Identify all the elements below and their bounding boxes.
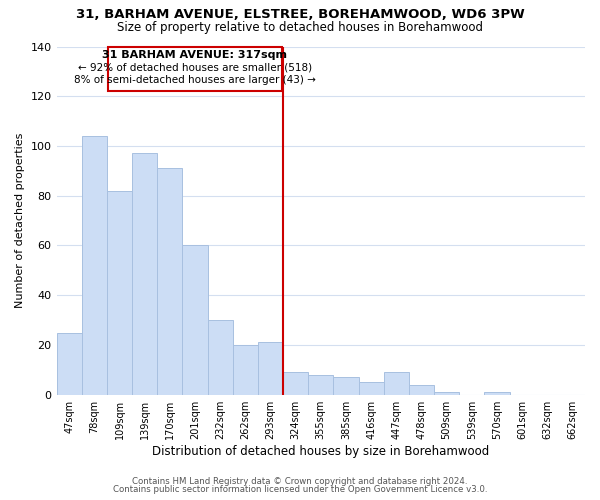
Text: 8% of semi-detached houses are larger (43) →: 8% of semi-detached houses are larger (4… <box>74 75 316 85</box>
Text: Contains HM Land Registry data © Crown copyright and database right 2024.: Contains HM Land Registry data © Crown c… <box>132 477 468 486</box>
Bar <box>283 372 308 394</box>
Bar <box>434 392 459 394</box>
Bar <box>258 342 283 394</box>
Bar <box>132 154 157 394</box>
Bar <box>182 246 208 394</box>
Bar <box>56 332 82 394</box>
Text: Contains public sector information licensed under the Open Government Licence v3: Contains public sector information licen… <box>113 485 487 494</box>
Y-axis label: Number of detached properties: Number of detached properties <box>15 133 25 308</box>
Bar <box>157 168 182 394</box>
FancyBboxPatch shape <box>108 46 282 92</box>
Text: ← 92% of detached houses are smaller (518): ← 92% of detached houses are smaller (51… <box>78 62 312 72</box>
Bar <box>82 136 107 394</box>
Bar <box>359 382 383 394</box>
Bar <box>308 375 334 394</box>
Bar <box>383 372 409 394</box>
Bar <box>107 191 132 394</box>
Bar <box>233 345 258 395</box>
Text: 31 BARHAM AVENUE: 317sqm: 31 BARHAM AVENUE: 317sqm <box>103 50 287 60</box>
Bar <box>208 320 233 394</box>
X-axis label: Distribution of detached houses by size in Borehamwood: Distribution of detached houses by size … <box>152 444 490 458</box>
Bar <box>409 385 434 394</box>
Bar <box>334 378 359 394</box>
Text: Size of property relative to detached houses in Borehamwood: Size of property relative to detached ho… <box>117 21 483 34</box>
Bar <box>484 392 509 394</box>
Text: 31, BARHAM AVENUE, ELSTREE, BOREHAMWOOD, WD6 3PW: 31, BARHAM AVENUE, ELSTREE, BOREHAMWOOD,… <box>76 8 524 20</box>
